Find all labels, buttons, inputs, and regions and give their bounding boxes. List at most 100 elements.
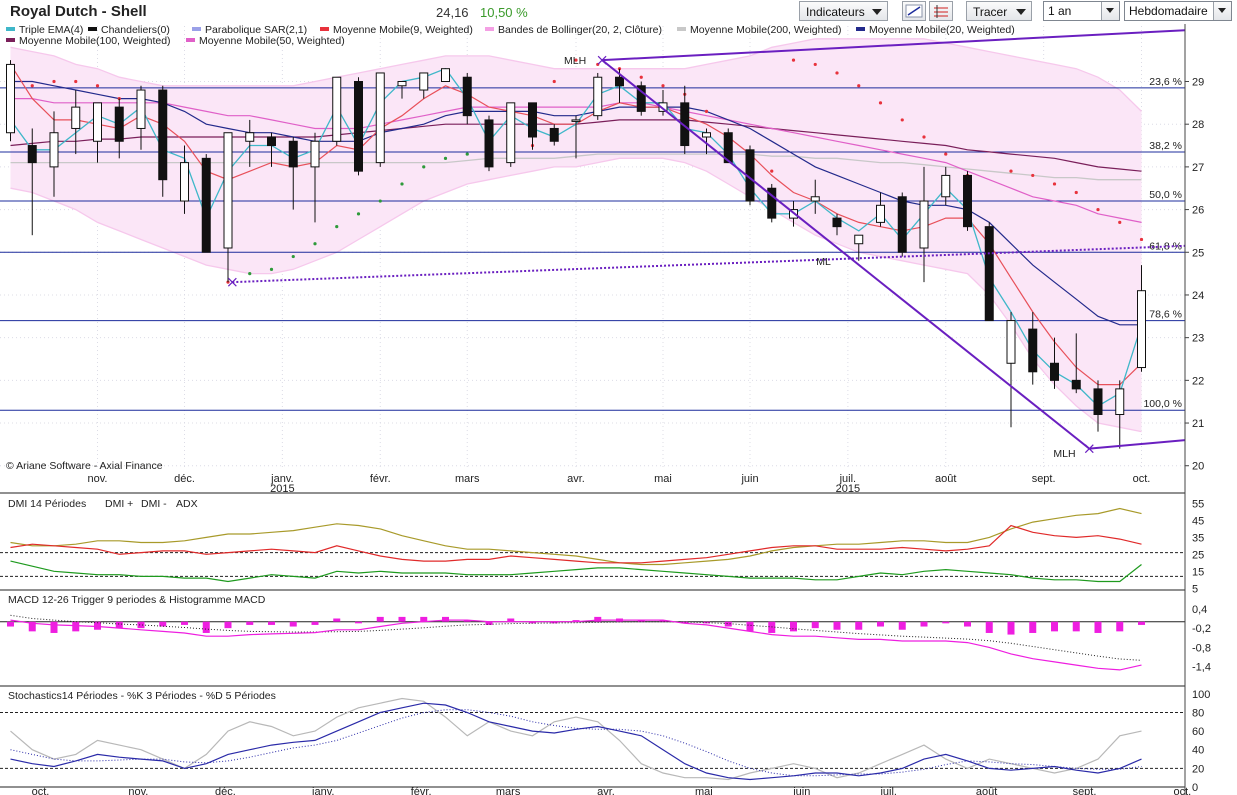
candle xyxy=(571,115,581,159)
macd-histogram-bar xyxy=(811,621,819,629)
macd-histogram-bar xyxy=(181,621,188,625)
fib-level-label: 23,6 % xyxy=(1149,76,1182,88)
candle-body xyxy=(506,102,516,164)
candle-body xyxy=(767,187,777,219)
line-tool-icon xyxy=(905,4,923,18)
candle-body xyxy=(723,132,733,164)
candle xyxy=(854,234,864,261)
sar-dot xyxy=(922,135,926,139)
candle xyxy=(6,60,15,142)
macd-histogram-bar xyxy=(833,621,841,630)
sar-dot xyxy=(813,62,817,67)
candle xyxy=(49,111,59,197)
candle-body xyxy=(71,106,81,129)
x-tick-label: avr. xyxy=(567,473,585,485)
fib-level-label: 78,6 % xyxy=(1149,309,1182,321)
x-tick-year: 2015 xyxy=(270,483,294,495)
bollinger-lower-line xyxy=(10,157,1142,433)
candle-body xyxy=(49,132,59,168)
chevron-down-icon xyxy=(1016,9,1026,15)
chevron-down-icon xyxy=(872,9,882,15)
candle xyxy=(354,77,363,176)
candle-body xyxy=(158,89,168,181)
macd-histogram-bar xyxy=(507,618,515,622)
price-change: 10,50 % xyxy=(480,5,528,20)
candle-body xyxy=(1093,388,1103,415)
candle-body xyxy=(1028,328,1038,373)
sar-dot xyxy=(74,79,78,84)
legend-swatch xyxy=(6,38,15,42)
candle xyxy=(441,68,450,82)
candle xyxy=(180,145,189,214)
macd-histogram-bar xyxy=(877,621,884,627)
legend-swatch xyxy=(856,27,865,31)
macd-histogram-bar xyxy=(550,621,558,624)
candle xyxy=(528,102,537,150)
interval-dropdown-button[interactable] xyxy=(1213,2,1231,20)
legend-swatch xyxy=(320,27,329,31)
legend-label: Moyenne Mobile(100, Weighted) xyxy=(19,35,171,47)
sar-dot xyxy=(835,71,839,75)
sar-dot xyxy=(422,165,426,169)
legend-swatch xyxy=(677,27,686,31)
candle xyxy=(462,72,472,125)
candle xyxy=(419,72,429,99)
macd-histogram-bar xyxy=(572,620,580,622)
candle xyxy=(267,132,276,167)
macd-histogram-bar xyxy=(637,620,645,622)
macd-histogram-bar xyxy=(790,621,797,632)
chevron-down-icon xyxy=(1218,8,1226,13)
candle-body xyxy=(27,145,37,164)
candle xyxy=(767,183,777,223)
indicators-button[interactable]: Indicateurs xyxy=(799,1,888,21)
period-dropdown-button[interactable] xyxy=(1101,2,1119,20)
macd-histogram-bar xyxy=(115,621,123,629)
legend-label: Bandes de Bollinger(20, 2, Clôture) xyxy=(498,24,662,36)
macd-histogram-bar xyxy=(137,621,145,629)
candle xyxy=(223,132,233,283)
macd-histogram-bar xyxy=(1116,621,1124,632)
fib-level-label: 38,2 % xyxy=(1149,140,1182,152)
interval-select[interactable]: Hebdomadaire xyxy=(1124,1,1232,21)
candle-body xyxy=(354,81,363,172)
x-tick-label: mars xyxy=(455,473,480,485)
stoch-y-tick-label: 40 xyxy=(1192,745,1204,757)
candle-body xyxy=(288,140,298,168)
legend-label: Parabolique SAR(2,1) xyxy=(205,24,307,36)
candle xyxy=(549,124,559,146)
macd-y-tick-label: 0,4 xyxy=(1192,604,1207,616)
macd-histogram-bar xyxy=(72,621,80,632)
x-tick-label: août xyxy=(935,473,956,485)
sar-dot xyxy=(944,152,948,156)
macd-histogram-bar xyxy=(28,621,36,632)
draw-label: Tracer xyxy=(973,5,1008,19)
candle xyxy=(593,72,603,120)
stoch-y-tick-label: 80 xyxy=(1192,707,1204,719)
candle xyxy=(397,81,407,99)
macd-histogram-bar xyxy=(898,621,906,630)
x-tick-label: oct. xyxy=(1133,473,1151,485)
candle-body xyxy=(636,85,646,112)
sar-dot xyxy=(1009,169,1013,173)
stoch-x-tick-label: avr. xyxy=(597,786,615,795)
macd-histogram-bar xyxy=(964,621,971,627)
y-tick-label: 27 xyxy=(1192,162,1204,174)
candle-body xyxy=(549,127,559,142)
period-select[interactable]: 1 an xyxy=(1043,1,1120,21)
sar-dot xyxy=(1074,190,1078,195)
candle-body xyxy=(6,63,15,134)
macd-histogram-bar xyxy=(681,621,689,624)
macd-title: MACD 12-26 Trigger 9 periodes & Histogra… xyxy=(8,594,266,606)
candle-body xyxy=(571,119,581,122)
draw-button[interactable]: Tracer xyxy=(966,1,1032,21)
sar-dot xyxy=(1052,182,1057,186)
stoch-title: Stochastics14 Périodes - %K 3 Périodes -… xyxy=(8,690,276,702)
sar-dot xyxy=(639,75,643,79)
line-tool-button[interactable] xyxy=(902,1,926,21)
fibonacci-tool-button[interactable] xyxy=(929,1,953,21)
candle xyxy=(897,192,907,257)
sar-dot xyxy=(356,212,361,216)
trend-anchor-marker xyxy=(597,55,607,65)
macd-histogram-bar xyxy=(202,621,210,633)
